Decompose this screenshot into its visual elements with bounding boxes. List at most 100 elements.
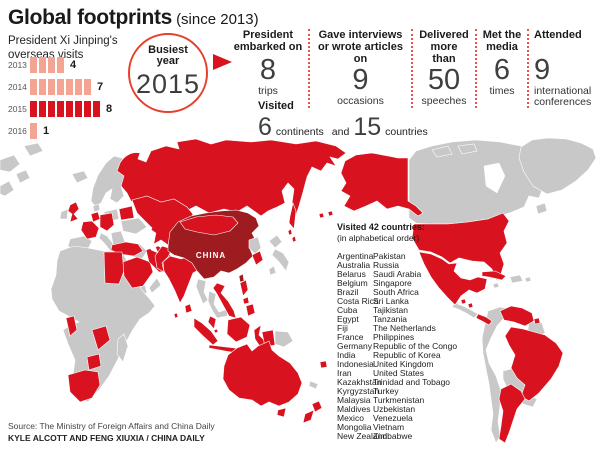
country-item: Costa Rica	[337, 296, 379, 306]
country-item: Kyrgyzstan	[337, 386, 380, 396]
continents-count: 6	[258, 113, 272, 141]
country-item: Mexico	[337, 413, 364, 423]
list-heading: Visited 42 countries:	[337, 222, 425, 232]
country-item: Argentina	[337, 251, 374, 261]
credit-line: KYLE ALCOTT AND FENG XIUXIA / CHINA DAIL…	[8, 433, 205, 443]
stat-value: 9	[352, 64, 369, 96]
page-title: Global footprints (since 2013)	[8, 6, 259, 30]
stat-interviews: Gave interviews or wrote articles on 9 o…	[308, 29, 411, 108]
world-map: CHINA	[0, 137, 597, 444]
right-arrow-icon	[213, 54, 232, 70]
bar-segment	[66, 101, 73, 117]
china-map-label: CHINA	[196, 251, 226, 260]
stat-unit: times	[489, 85, 515, 97]
stat-value: 9	[534, 54, 551, 86]
country-item: Maldives	[337, 404, 371, 414]
country-item: Turkmenistan	[373, 395, 425, 405]
trips-bar-chart: 2013 4 2014 7 2015 8 2016 1	[8, 57, 112, 145]
map-north-korea	[248, 236, 262, 255]
bar-year-label: 2015	[8, 104, 27, 114]
footer: Source: The Ministry of Foreign Affairs …	[8, 421, 215, 443]
bar-segment	[75, 101, 82, 117]
country-item: Tajikistan	[373, 305, 408, 315]
country-item: Saudi Arabia	[373, 269, 422, 279]
country-item: Russia	[373, 260, 399, 270]
bar-year-label: 2016	[8, 126, 27, 136]
stat-conferences: Attended 9 international conferences	[527, 29, 597, 108]
visited-label: Visited	[258, 100, 294, 112]
bar-segment	[84, 79, 91, 95]
country-item: Malaysia	[337, 395, 371, 405]
country-item: Venezuela	[373, 413, 413, 423]
stat-unit: occasions	[337, 95, 384, 107]
country-item: Uzbekistan	[373, 404, 416, 414]
bar-segment	[30, 79, 37, 95]
source-line: Source: The Ministry of Foreign Affairs …	[8, 421, 215, 431]
country-item: Brazil	[337, 287, 359, 297]
bar-segments	[30, 79, 93, 95]
country-item: United Kingdom	[373, 359, 434, 369]
country-item: Pakistan	[373, 251, 406, 261]
visited-countries-list: Visited 42 countries: (in alphabetical o…	[337, 222, 469, 441]
bar-segments	[30, 57, 66, 73]
bar-year-label: 2013	[8, 60, 27, 70]
country-item: Iran	[337, 368, 352, 378]
country-item: France	[337, 332, 364, 342]
bar-segment	[30, 101, 37, 117]
chart-heading: President Xi Jinping's overseas visits	[8, 35, 118, 61]
busiest-year-badge: Busiest year 2015	[128, 33, 208, 113]
bar-segment	[30, 57, 37, 73]
stat-value: 6	[493, 54, 511, 86]
busiest-year-value: 2015	[135, 69, 201, 99]
country-item: United States	[373, 368, 425, 378]
bar-year-label: 2014	[8, 82, 27, 92]
map-south-korea	[251, 250, 264, 266]
country-item: Indonesia	[337, 359, 374, 369]
stat-speeches: Delivered more than 50 speeches	[411, 29, 475, 108]
country-item: Republic of Korea	[373, 350, 441, 360]
bar-row-2014: 2014 7	[8, 79, 112, 95]
country-item: Mongolia	[337, 422, 372, 432]
bar-value: 8	[106, 103, 113, 115]
bar-segment	[39, 57, 46, 73]
country-item: Trinidad and Tobago	[373, 377, 451, 387]
title-sub: (since 2013)	[176, 11, 259, 28]
country-item: Vietnam	[373, 422, 405, 432]
country-item: Belarus	[337, 269, 366, 279]
bar-segment	[48, 79, 55, 95]
country-item: The Netherlands	[373, 323, 436, 333]
map-seas	[147, 162, 506, 254]
country-item: Republic of the Congo	[373, 341, 458, 351]
stat-value: 8	[259, 54, 277, 86]
country-item: Germany	[337, 341, 372, 351]
bar-segment	[39, 101, 46, 117]
bar-value: 1	[43, 125, 50, 137]
list-subheading: (in alphabetical order)	[337, 233, 420, 243]
bar-segment	[75, 79, 82, 95]
country-item: Egypt	[337, 314, 359, 324]
bar-segment	[48, 57, 55, 73]
bar-row-2013: 2013 4	[8, 57, 112, 73]
country-item: Australia	[337, 260, 371, 270]
stat-unit: trips	[258, 85, 278, 97]
country-item: India	[337, 350, 356, 360]
bar-row-2015: 2015 8	[8, 101, 112, 117]
stat-unit: speeches	[421, 95, 467, 107]
bar-segment	[66, 79, 73, 95]
bar-segment	[48, 101, 55, 117]
stat-value: 50	[427, 64, 461, 96]
stats-row: President embarked on 8 trips Gave inter…	[228, 29, 597, 108]
bar-segment	[39, 79, 46, 95]
bar-segments	[30, 101, 102, 117]
bar-segment	[57, 79, 64, 95]
country-item: South Africa	[373, 287, 419, 297]
country-item: Singapore	[373, 278, 412, 288]
bar-row-2016: 2016 1	[8, 123, 112, 139]
countries-count: 15	[353, 113, 382, 141]
bar-segments	[30, 123, 39, 139]
busiest-label: Busiest	[148, 44, 188, 56]
bar-segment	[93, 101, 100, 117]
country-item: Fiji	[337, 323, 348, 333]
country-item: Tanzania	[373, 314, 408, 324]
